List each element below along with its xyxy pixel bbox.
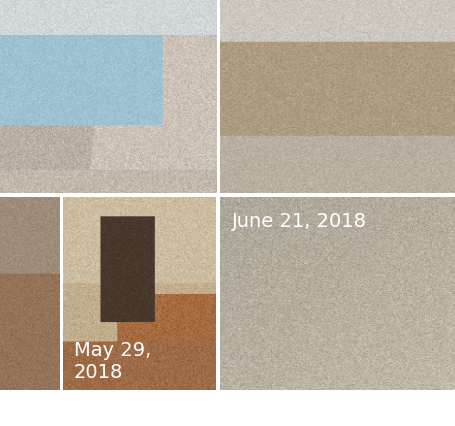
Text: June 21, 2018: June 21, 2018 [231, 212, 366, 231]
Text: May 29,
2018: May 29, 2018 [74, 341, 151, 382]
Text: e: e [4, 12, 18, 36]
Text: During Disturbance: During Disturbance [223, 12, 453, 36]
